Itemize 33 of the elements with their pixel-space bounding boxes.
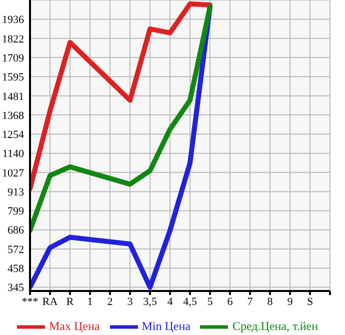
y-tick-label: 1140 [2, 148, 24, 160]
y-tick-label: 1709 [2, 52, 24, 64]
x-tick-label: 8 [267, 296, 274, 308]
y-tick-label: 1595 [2, 72, 24, 84]
x-tick-label: 7 [247, 296, 254, 308]
y-tick-label: 913 [8, 186, 24, 198]
legend-label: Min Цена [142, 318, 190, 333]
x-tick-label: 1 [87, 296, 93, 308]
y-tick-label: 799 [8, 206, 24, 218]
y-tick-label: 1822 [2, 33, 24, 46]
y-tick-label: 1481 [2, 90, 24, 103]
y-tick-label: 572 [8, 244, 24, 256]
y-tick-label: 1254 [2, 129, 24, 142]
x-tick-label: R [66, 296, 74, 308]
legend-label: Max Цена [48, 318, 100, 333]
x-tick-label: S [306, 296, 314, 308]
y-tick-label: 1368 [2, 110, 24, 122]
y-tick-label: 1936 [2, 14, 24, 26]
y-tick-label: 458 [8, 263, 24, 276]
x-tick-label: RA [42, 296, 58, 308]
x-tick-label: 3,5 [143, 296, 158, 308]
x-tick-label: *** [22, 296, 38, 308]
y-tick-label: 345 [8, 282, 24, 294]
x-tick-label: 4,5 [183, 296, 198, 308]
y-tick-label: 1027 [2, 167, 24, 180]
x-tick-label: 4 [167, 296, 174, 308]
x-tick-label: 9 [287, 296, 294, 308]
y-tick-label: 686 [8, 224, 24, 237]
x-tick-label: 5 [207, 296, 214, 308]
legend-label: Сред.Цена, т.йен [232, 318, 318, 333]
x-tick-label: 2 [107, 296, 113, 308]
x-tick-label: 6 [227, 296, 234, 308]
x-tick-label: 3 [127, 296, 134, 308]
